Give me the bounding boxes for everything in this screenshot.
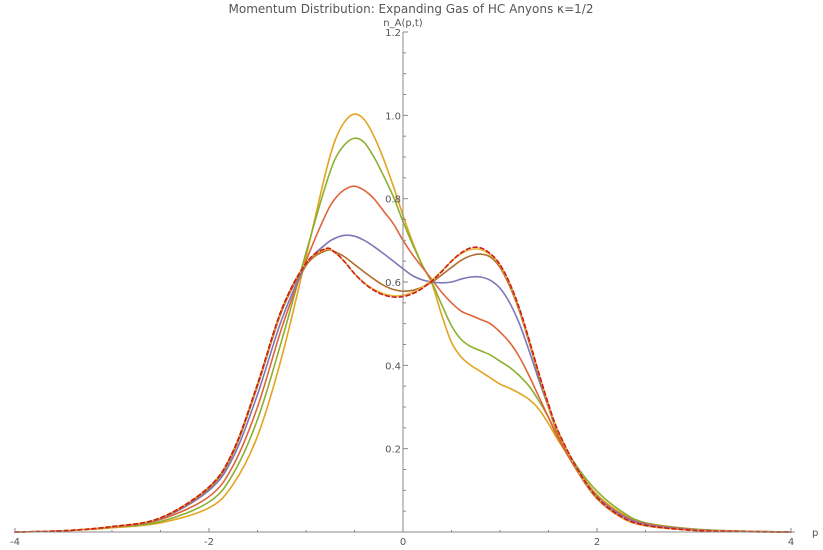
x-axis-label: p xyxy=(812,528,818,539)
y-tick-label: 0.8 xyxy=(385,195,401,206)
y-tick-label: 1.0 xyxy=(385,111,401,122)
y-tick-label: 0.2 xyxy=(385,445,401,456)
x-tick-label: 0 xyxy=(400,537,406,548)
y-axis-label: n_A(p,t) xyxy=(383,18,423,29)
series-group xyxy=(14,113,792,533)
series-line-7 xyxy=(14,246,792,533)
x-tick-label: -4 xyxy=(10,537,20,548)
chart-title: Momentum Distribution: Expanding Gas of … xyxy=(229,2,594,16)
series-line-3 xyxy=(14,185,792,533)
x-tick-label: -2 xyxy=(204,537,214,548)
y-tick-label: 1.2 xyxy=(385,28,401,39)
ticks-group: -4 -2 0 2 4 0.2 0.4 0.6 0.8 1.0 1.2 xyxy=(10,28,794,548)
y-tick-label: 0.4 xyxy=(385,361,401,372)
y-tick-label: 0.6 xyxy=(385,278,401,289)
x-tick-label: 4 xyxy=(788,537,794,548)
x-tick-label: 2 xyxy=(594,537,600,548)
